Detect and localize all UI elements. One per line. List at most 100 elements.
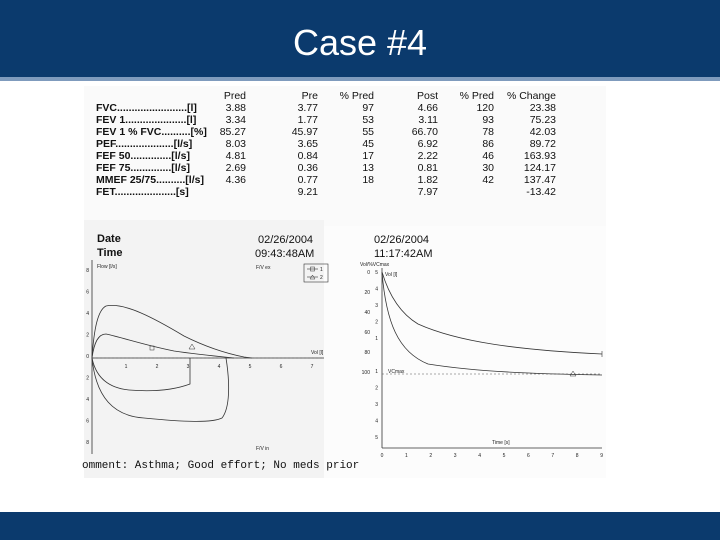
cell-label: FEV 1.....................[l] bbox=[96, 114, 197, 126]
header-pct-pred-pre: % Pred bbox=[339, 90, 374, 102]
table-row: FVC........................[l] 3.88 3.77 97… bbox=[96, 102, 556, 114]
header-pct-change: % Change bbox=[506, 90, 556, 102]
cell-pre: 0.84 bbox=[297, 150, 318, 162]
cell-pct-change: 89.72 bbox=[529, 138, 556, 150]
cell-pct-change: 124.17 bbox=[523, 162, 556, 174]
flow-y-tick: 8 bbox=[86, 268, 89, 274]
table-row: PEF....................[l/s] 8.03 3.65 45 6.… bbox=[96, 138, 556, 150]
table-row: FEV 1 % FVC..........[%] 85.27 45.97 55 66.7… bbox=[96, 126, 556, 138]
vt-y-tick-right: 2 bbox=[375, 386, 378, 392]
vt-x-tick: 2 bbox=[429, 453, 432, 459]
slide-title: Case #4 bbox=[292, 22, 428, 63]
pre-curve-marker bbox=[149, 345, 155, 351]
header-rule bbox=[0, 77, 720, 81]
vt-y-tick-right: 5 bbox=[375, 270, 378, 276]
cell-pred: 4.81 bbox=[225, 150, 246, 162]
post-date: 02/26/2004 bbox=[374, 234, 430, 246]
cell-pct-pred-post: 78 bbox=[482, 126, 494, 138]
pre-expiratory-curve bbox=[91, 333, 235, 359]
flow-y-tick: 4 bbox=[86, 311, 89, 317]
cell-label: FVC........................[l] bbox=[96, 102, 197, 114]
cell-pct-pred-pre: 53 bbox=[362, 114, 374, 126]
flow-x-tick: 2 bbox=[156, 364, 159, 370]
cell-pct-change: 75.23 bbox=[529, 114, 556, 126]
table-header-row: Pred Pre % Pred Post % Pred % Change bbox=[96, 90, 556, 102]
flow-x-tick: 3 bbox=[187, 364, 190, 370]
cell-post: 0.81 bbox=[417, 162, 438, 174]
cell-pred: 3.34 bbox=[225, 114, 246, 126]
cell-pct-pred-post: 86 bbox=[482, 138, 494, 150]
pre-volume-curve bbox=[381, 271, 603, 376]
flow-volume-plot: Flow [l/s] F/V ex F/V in Vol [l] 8 6 4 2 0 2 4… bbox=[86, 260, 329, 454]
cell-pre: 3.77 bbox=[297, 102, 318, 114]
cell-pct-pred-pre bbox=[318, 186, 374, 198]
cell-post: 1.82 bbox=[417, 174, 438, 186]
vt-y-tick-right: 4 bbox=[375, 419, 378, 425]
legend-marker-2 bbox=[309, 274, 316, 280]
cell-pct-pred-post: 93 bbox=[482, 114, 494, 126]
header-pct-pred-post: % Pred bbox=[459, 90, 494, 102]
cell-label: FEF 75..............[l/s] bbox=[96, 162, 190, 174]
cell-label: FEF 50..............[l/s] bbox=[96, 150, 190, 162]
flow-x-label: Vol [l] bbox=[311, 350, 324, 356]
scan-shade-left bbox=[84, 220, 324, 478]
cell-post: 66.70 bbox=[411, 126, 438, 138]
vt-y-ticks-left: 0 20 40 60 80 100 bbox=[362, 270, 371, 376]
vt-y-tick-left: 0 bbox=[367, 270, 370, 276]
cell-pct-change: 42.03 bbox=[529, 126, 556, 138]
pre-date: 02/26/2004 bbox=[258, 234, 314, 246]
cell-pct-pred-pre: 97 bbox=[362, 102, 374, 114]
cell-pct-pred-pre: 18 bbox=[362, 174, 374, 186]
cell-pre: 0.36 bbox=[297, 162, 318, 174]
vt-top-label: Vol/%VCmax bbox=[360, 262, 390, 268]
vt-x-tick: 8 bbox=[576, 453, 579, 459]
legend-marker-1 bbox=[310, 266, 315, 272]
flow-y-label: Flow [l/s] bbox=[97, 264, 117, 270]
cell-post: 4.66 bbox=[417, 102, 438, 114]
vt-x-tick: 9 bbox=[600, 453, 603, 459]
legend-label-1: 1 bbox=[320, 267, 323, 273]
flow-y-tick: 2 bbox=[86, 376, 89, 382]
vt-y-tick-left: 100 bbox=[362, 370, 371, 376]
vt-x-tick: 6 bbox=[527, 453, 530, 459]
flow-y-tick: 8 bbox=[86, 440, 89, 446]
vt-y-tick-right: 5 bbox=[375, 435, 378, 441]
flow-y-tick: 6 bbox=[86, 290, 89, 296]
flow-x-tick: 4 bbox=[218, 364, 221, 370]
cell-label: PEF....................[l/s] bbox=[96, 138, 193, 150]
cell-pct-pred-post: 120 bbox=[476, 102, 494, 114]
cell-post: 2.22 bbox=[417, 150, 438, 162]
inspiratory-curve-2 bbox=[91, 357, 191, 392]
cell-pre: 3.65 bbox=[297, 138, 318, 150]
volume-time-plot: Vol/%VCmax Vol [l] VCmax Time [s] 020406… bbox=[360, 262, 604, 459]
vt-y-tick-right: 3 bbox=[375, 303, 378, 309]
cell-pred: 3.88 bbox=[225, 102, 246, 114]
vt-y-tick-left: 60 bbox=[364, 330, 370, 336]
header-pre: Pre bbox=[301, 90, 318, 102]
flow-y-tick: 6 bbox=[86, 419, 89, 425]
spirometry-table: Pred Pre % Pred Post % Pred % Change FVC… bbox=[96, 90, 556, 198]
vt-y-tick-left: 20 bbox=[364, 290, 370, 296]
table-row: FEV 1.....................[l] 3.34 1.77 53 3… bbox=[96, 114, 556, 126]
cell-pct-pred-post: 42 bbox=[482, 174, 494, 186]
vt-y-tick-left: 80 bbox=[364, 350, 370, 356]
cell-pct-pred-post bbox=[438, 186, 494, 198]
cell-pct-pred-pre: 55 bbox=[362, 126, 374, 138]
flow-bottom-label: F/V in bbox=[256, 446, 269, 452]
cell-label: FEV 1 % FVC..........[%] bbox=[96, 126, 207, 138]
vt-y-ticks-right: 5 4 3 2 1 1 2 3 4 5 bbox=[375, 270, 378, 441]
cell-pct-change: 163.93 bbox=[523, 150, 556, 162]
cell-label: MMEF 25/75..........[l/s] bbox=[96, 174, 204, 186]
vt-x-ticks: 0 1 2 3 4 5 6 7 8 9 bbox=[381, 453, 604, 459]
vt-x-label: Time [s] bbox=[492, 440, 510, 446]
cell-pred: 2.69 bbox=[225, 162, 246, 174]
post-volume-curve bbox=[381, 271, 603, 355]
cell-post: 6.92 bbox=[417, 138, 438, 150]
cell-pred: 4.36 bbox=[225, 174, 246, 186]
cell-pre: 1.77 bbox=[297, 114, 318, 126]
vt-y-tick-right: 1 bbox=[375, 369, 378, 375]
post-expiratory-curve bbox=[91, 304, 253, 359]
cell-post: 7.97 bbox=[417, 186, 438, 198]
cell-post: 3.11 bbox=[418, 114, 438, 126]
header-bar bbox=[0, 0, 720, 77]
